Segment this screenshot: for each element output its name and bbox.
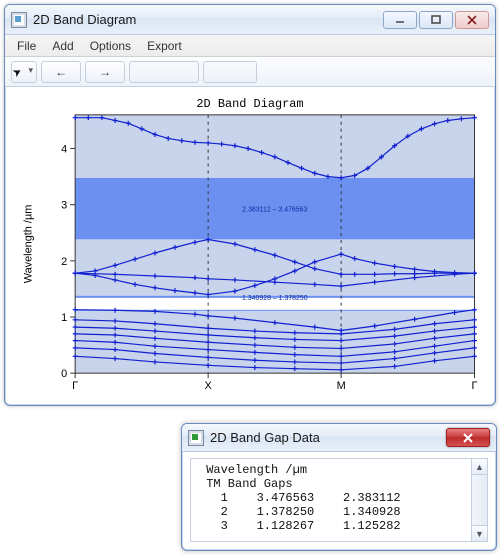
menu-file[interactable]: File (9, 36, 44, 56)
svg-text:1.340928 – 1.378250: 1.340928 – 1.378250 (242, 295, 308, 302)
pointer-icon: ➤ (10, 63, 24, 79)
data-close-button[interactable] (446, 428, 490, 447)
nav-forward-button[interactable]: → (85, 61, 125, 83)
data-app-icon (188, 430, 204, 446)
menubar: File Add Options Export (5, 35, 495, 57)
nav-back-button[interactable]: ← (41, 61, 81, 83)
toolbar-slot-2[interactable] (203, 61, 257, 83)
titlebar[interactable]: 2D Band Diagram (5, 5, 495, 35)
window-title: 2D Band Diagram (33, 12, 136, 27)
svg-text:Γ: Γ (72, 380, 78, 392)
svg-text:4: 4 (61, 144, 67, 156)
data-titlebar[interactable]: 2D Band Gap Data (182, 424, 496, 452)
arrow-left-icon: ← (55, 65, 67, 79)
svg-text:Wavelength /µm: Wavelength /µm (22, 205, 34, 284)
svg-text:2D Band Diagram: 2D Band Diagram (196, 97, 303, 111)
menu-options[interactable]: Options (82, 36, 139, 56)
pointer-tool-button[interactable]: ➤ (11, 61, 37, 83)
scroll-down-button[interactable]: ▼ (471, 525, 488, 542)
minimize-button[interactable] (383, 11, 417, 29)
menu-export[interactable]: Export (139, 36, 190, 56)
svg-text:0: 0 (61, 368, 67, 380)
plot-area: 2D Band Diagram 2.383112 – 3.476563 1.3409… (13, 93, 487, 397)
band-diagram-chart: 2D Band Diagram 2.383112 – 3.476563 1.3409… (13, 93, 487, 397)
svg-text:1: 1 (61, 312, 67, 324)
main-window: 2D Band Diagram File Add Options Export … (4, 4, 496, 406)
maximize-button[interactable] (419, 11, 453, 29)
close-button[interactable] (455, 11, 489, 29)
toolbar-slot-1[interactable] (129, 61, 199, 83)
svg-text:2.383112 – 3.476563: 2.383112 – 3.476563 (242, 207, 307, 214)
data-body: Wavelength /µm TM Band Gaps 1 3.476563 2… (190, 458, 488, 542)
arrow-right-icon: → (99, 65, 111, 79)
svg-text:2: 2 (61, 256, 67, 268)
svg-text:M: M (337, 380, 346, 392)
data-window-title: 2D Band Gap Data (210, 430, 320, 445)
svg-text:3: 3 (61, 200, 67, 212)
scroll-up-button[interactable]: ▲ (471, 458, 488, 475)
menu-add[interactable]: Add (44, 36, 81, 56)
data-scrollbar[interactable]: ▲ ▼ (471, 458, 488, 542)
app-icon (11, 12, 27, 28)
toolbar: ➤ ← → (5, 57, 495, 87)
data-window: 2D Band Gap Data Wavelength /µm TM Band … (181, 423, 497, 551)
svg-text:X: X (205, 380, 213, 392)
svg-text:Γ: Γ (472, 380, 478, 392)
